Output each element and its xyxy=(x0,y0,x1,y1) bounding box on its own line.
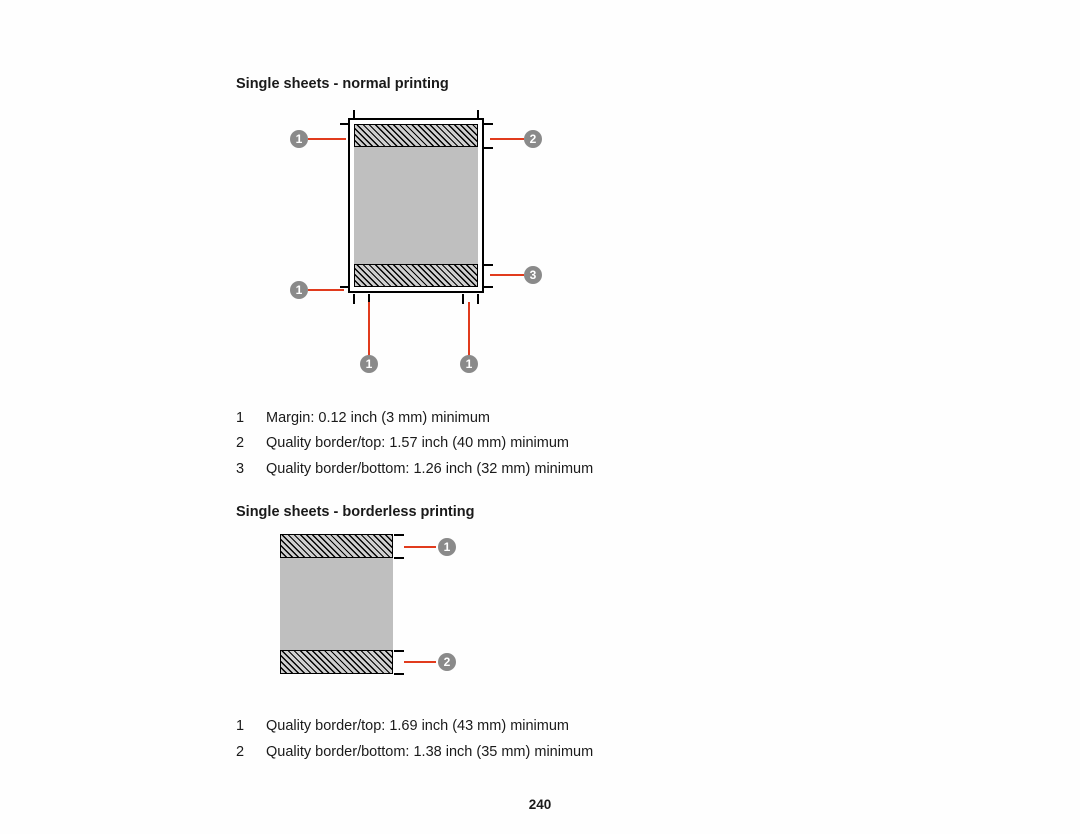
page-number: 240 xyxy=(0,797,1080,812)
badge-icon: 1 xyxy=(460,355,478,373)
badge-icon: 1 xyxy=(360,355,378,373)
spec-number: 3 xyxy=(236,457,248,482)
spec-number: 2 xyxy=(236,431,248,456)
quality-border-top xyxy=(280,534,393,558)
spec-row: 2 Quality border/bottom: 1.38 inch (35 m… xyxy=(236,740,640,765)
badge-icon: 2 xyxy=(524,130,542,148)
quality-border-bottom xyxy=(354,264,478,287)
badge-icon: 3 xyxy=(524,266,542,284)
spec-text: Quality border/top: 1.69 inch (43 mm) mi… xyxy=(266,714,569,739)
spec-text: Quality border/bottom: 1.38 inch (35 mm)… xyxy=(266,740,593,765)
diagram-normal-printing: 1 2 1 3 1 1 xyxy=(280,106,560,386)
heading-borderless: Single sheets - borderless printing xyxy=(236,504,640,520)
quality-border-top xyxy=(354,124,478,147)
spec-row: 2 Quality border/top: 1.57 inch (40 mm) … xyxy=(236,431,640,456)
badge-icon: 1 xyxy=(290,130,308,148)
spec-row: 1 Quality border/top: 1.69 inch (43 mm) … xyxy=(236,714,640,739)
diagram-borderless-printing: 1 2 xyxy=(280,534,540,694)
spec-number: 1 xyxy=(236,406,248,431)
document-page: Single sheets - normal printing 1 2 1 3 … xyxy=(0,0,640,765)
spec-list-borderless: 1 Quality border/top: 1.69 inch (43 mm) … xyxy=(236,714,640,765)
spec-row: 3 Quality border/bottom: 1.26 inch (32 m… xyxy=(236,457,640,482)
spec-row: 1 Margin: 0.12 inch (3 mm) minimum xyxy=(236,406,640,431)
badge-icon: 2 xyxy=(438,653,456,671)
badge-icon: 1 xyxy=(438,538,456,556)
spec-list-normal: 1 Margin: 0.12 inch (3 mm) minimum 2 Qua… xyxy=(236,406,640,482)
quality-border-bottom xyxy=(280,650,393,674)
spec-text: Quality border/bottom: 1.26 inch (32 mm)… xyxy=(266,457,593,482)
spec-text: Quality border/top: 1.57 inch (40 mm) mi… xyxy=(266,431,569,456)
spec-text: Margin: 0.12 inch (3 mm) minimum xyxy=(266,406,490,431)
spec-number: 2 xyxy=(236,740,248,765)
spec-number: 1 xyxy=(236,714,248,739)
badge-icon: 1 xyxy=(290,281,308,299)
heading-normal: Single sheets - normal printing xyxy=(236,76,640,92)
printable-area xyxy=(354,124,478,287)
